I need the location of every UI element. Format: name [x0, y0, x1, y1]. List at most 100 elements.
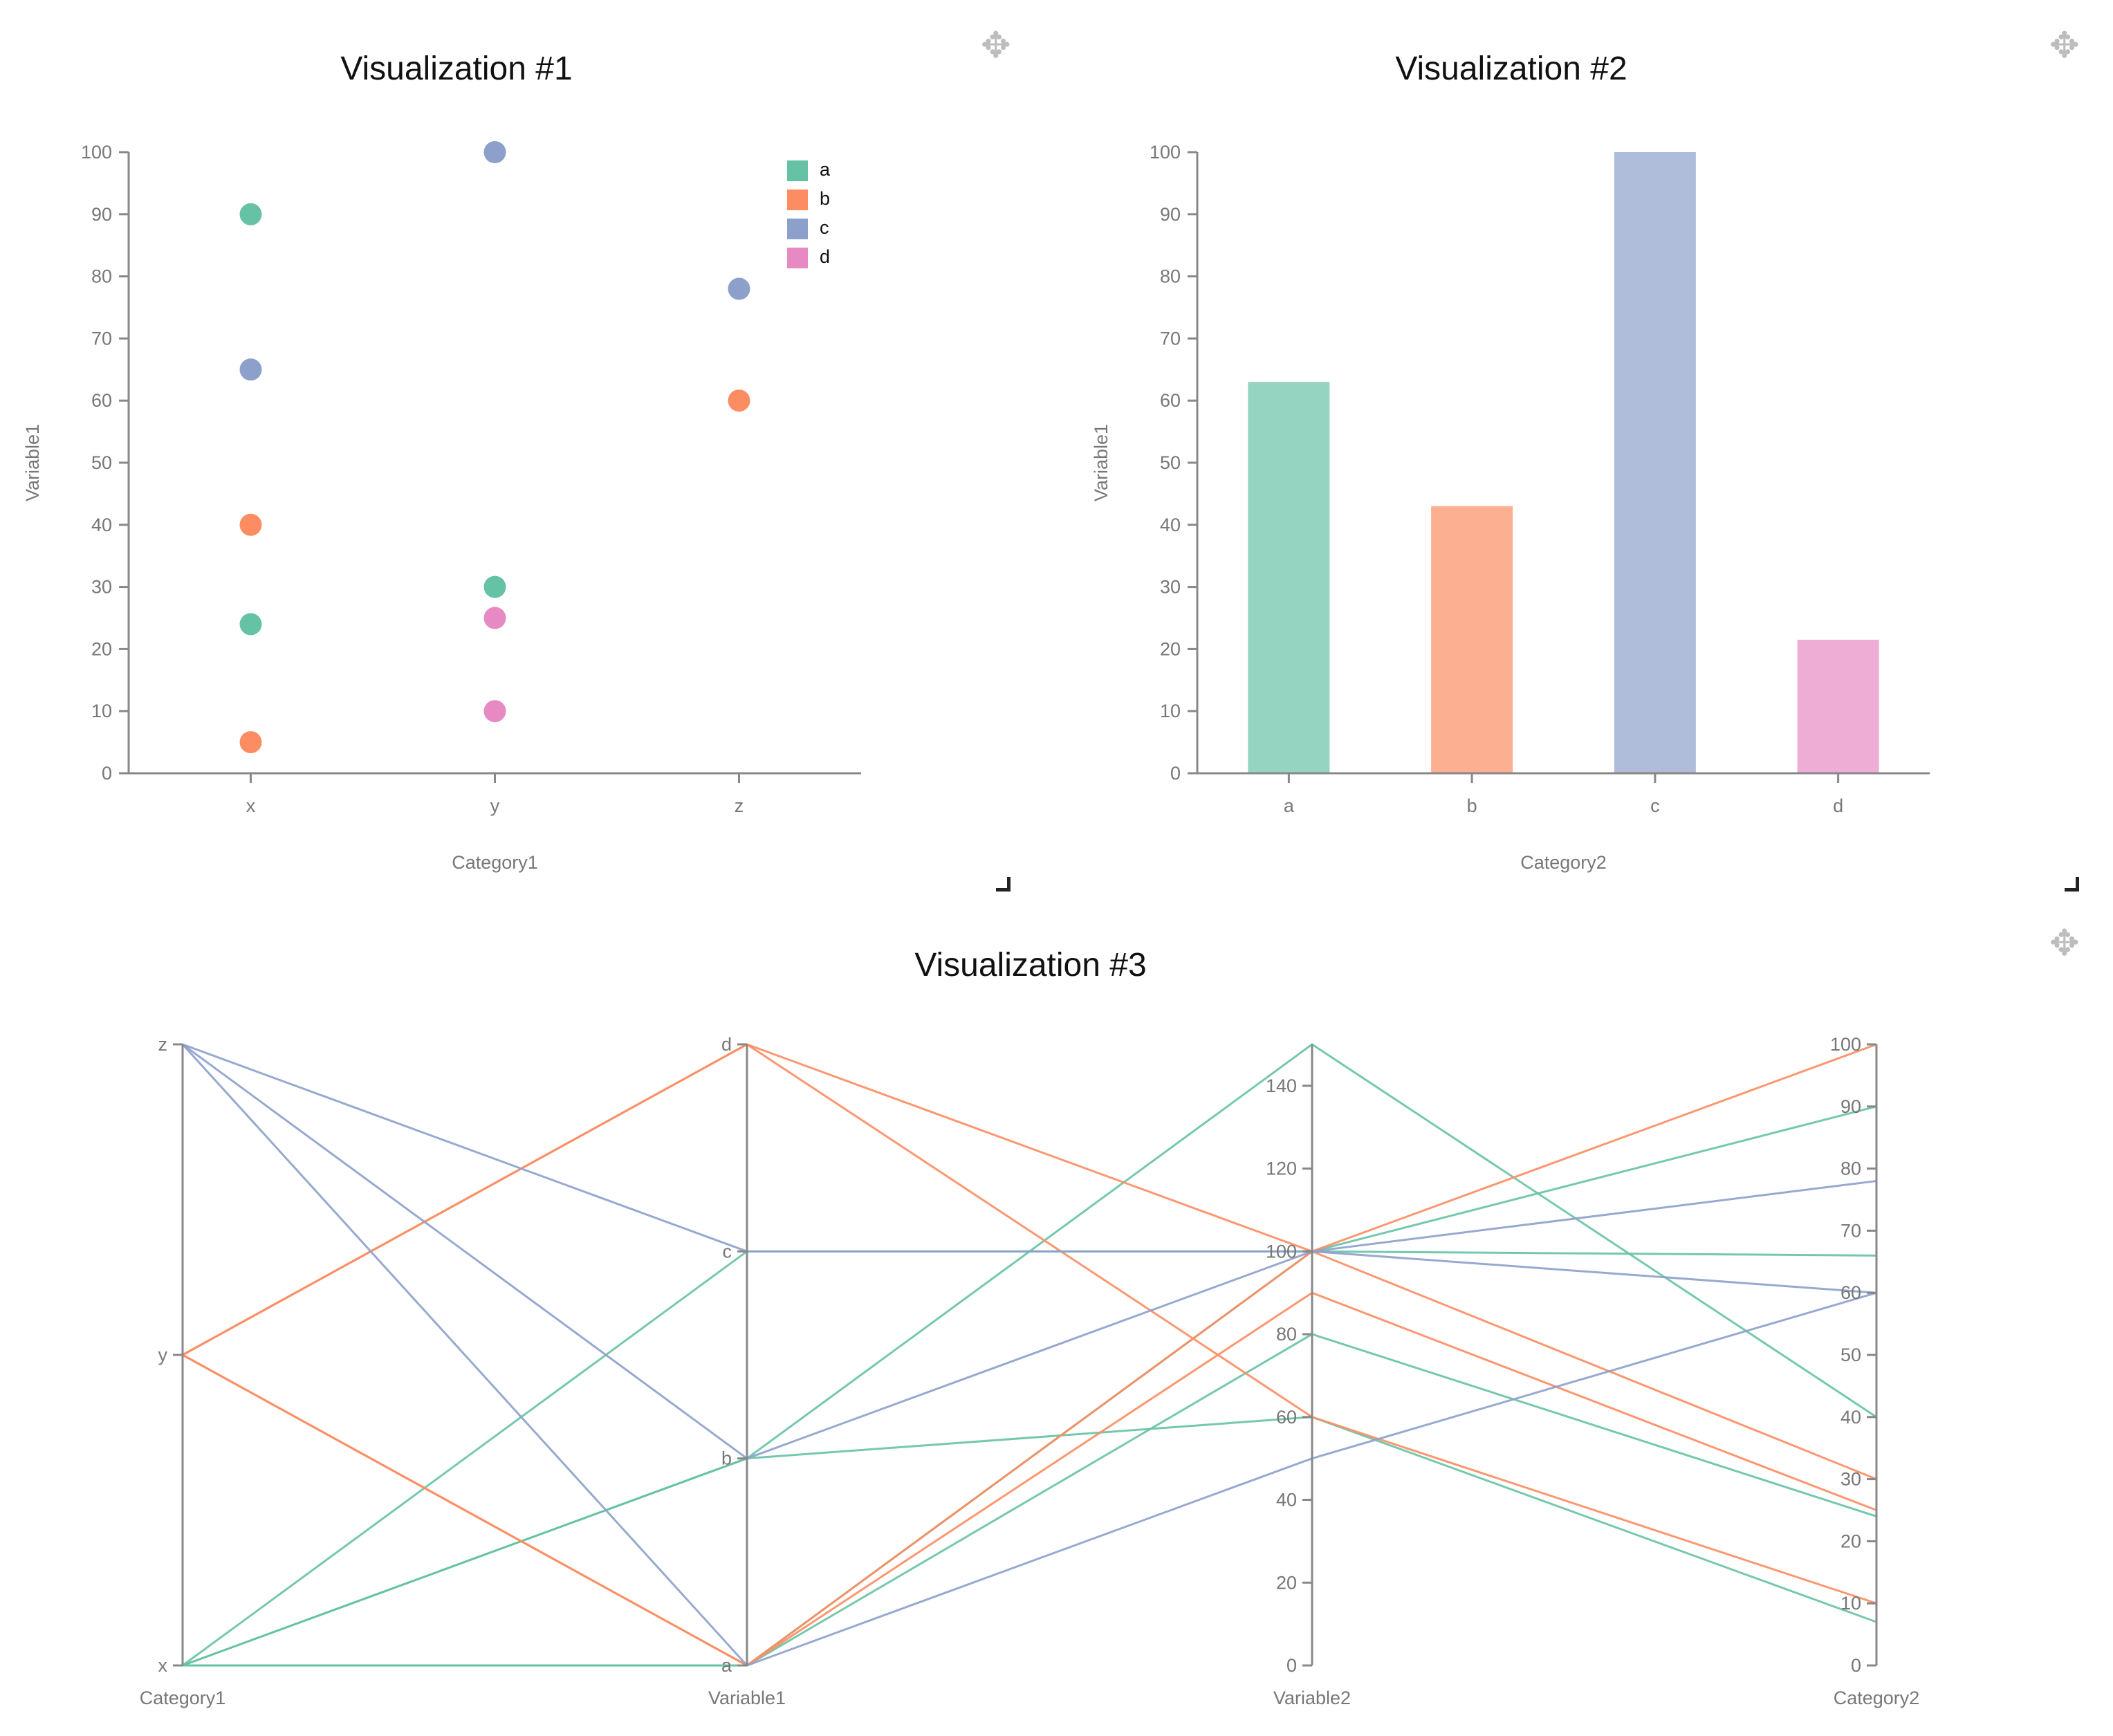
y-tick-label: 90	[91, 204, 112, 225]
y-tick-label: 70	[1160, 328, 1181, 349]
x-tick-label: x	[246, 795, 256, 816]
scatter-point	[483, 141, 506, 163]
series-line	[182, 1043, 1877, 1294]
legend-label: b	[820, 188, 830, 209]
axis-tick-label: 0	[1286, 1655, 1297, 1676]
axis-tick-label: d	[721, 1034, 732, 1055]
axis-tick-label: 0	[1851, 1655, 1861, 1676]
y-tick-label: 40	[91, 515, 112, 535]
legend-swatch	[787, 160, 808, 181]
series-line	[182, 1043, 1877, 1605]
bar-chart: 0 10 20 30 40 50 60 70 80 90 100 a b c d Category2 Varia…	[1091, 142, 1930, 873]
legend-label: d	[820, 246, 830, 267]
axis-label: Category1	[140, 1688, 226, 1708]
x-tick-label: d	[1833, 795, 1843, 816]
y-tick-label: 40	[1160, 515, 1181, 535]
y-tick-label: 30	[1160, 577, 1181, 598]
x-tick-label: b	[1467, 795, 1477, 816]
x-axis-label: Category1	[452, 852, 538, 873]
x-tick-label: y	[490, 795, 500, 816]
axis-label: Variable1	[708, 1688, 786, 1708]
axis-tick-label: 20	[1840, 1531, 1861, 1551]
axis-tick-label: z	[158, 1034, 168, 1055]
series-line	[181, 1043, 1877, 1667]
scatter-point	[239, 358, 262, 381]
axis-tick-label: y	[158, 1345, 168, 1365]
axis-tick-label: 80	[1840, 1158, 1861, 1179]
axis-tick-label: 40	[1276, 1490, 1297, 1511]
scatter-point	[483, 575, 506, 598]
scatter-point	[239, 731, 262, 754]
scatter-point	[239, 513, 262, 536]
axis-tick-label: 100	[1266, 1241, 1297, 1262]
resize-handle-icon[interactable]	[2065, 877, 2079, 892]
y-tick-label: 100	[81, 142, 112, 163]
y-tick-label: 0	[102, 763, 112, 784]
legend-label: a	[820, 159, 831, 180]
series-line	[182, 1043, 1877, 1460]
y-tick-label: 20	[91, 638, 112, 659]
axis-tick-label: 120	[1266, 1158, 1297, 1179]
axis-tick-label: b	[721, 1448, 732, 1469]
scatter-point	[483, 700, 506, 723]
series-line	[182, 1043, 1877, 1667]
x-tick-label: z	[735, 795, 744, 816]
series-line	[183, 1333, 1877, 1667]
axis-label: Variable2	[1273, 1688, 1351, 1708]
axis-tick-label: 80	[1276, 1324, 1297, 1345]
move-icon[interactable]: ✥	[981, 25, 1011, 66]
y-tick-label: 0	[1170, 763, 1181, 784]
x-tick-label: c	[1650, 795, 1660, 816]
y-tick-label: 30	[91, 577, 112, 598]
move-icon[interactable]: ✥	[2049, 923, 2080, 964]
bar	[1614, 152, 1696, 773]
scatter-point	[483, 607, 506, 629]
series-line	[182, 1416, 1877, 1667]
parallel-coordinates-chart: xyzCategory1abcdVariable1020406080100120…	[140, 1034, 1920, 1708]
y-tick-label: 50	[1160, 452, 1181, 473]
series-line	[182, 1043, 1877, 1480]
resize-handle-icon[interactable]	[996, 877, 1011, 892]
axis-tick-label: 70	[1840, 1220, 1861, 1241]
scatter-point	[728, 277, 750, 300]
axis-label: Category2	[1834, 1688, 1920, 1708]
visualization-1-panel: Visualization #1 ✥ 0 10 20 30 40 50 60 70 80 90 10…	[0, 0, 1051, 920]
y-tick-label: 70	[91, 328, 112, 349]
bar	[1431, 506, 1513, 773]
bar	[1797, 639, 1879, 773]
legend-swatch	[787, 219, 808, 239]
scatter-point	[239, 613, 262, 636]
chart-title: Visualization #2	[1395, 50, 1627, 87]
y-tick-label: 10	[1160, 701, 1181, 721]
axis-tick-label: 90	[1840, 1096, 1861, 1117]
y-axis-label: Variable1	[22, 424, 43, 501]
x-axis-label: Category2	[1520, 852, 1607, 873]
legend-label: c	[820, 217, 829, 238]
bar	[1248, 382, 1330, 773]
axis-tick-label: 30	[1840, 1469, 1861, 1490]
axis-tick-label: 20	[1276, 1572, 1297, 1593]
axis-tick-label: a	[721, 1655, 732, 1676]
axis-tick-label: 60	[1276, 1407, 1297, 1428]
scatter-point	[728, 389, 750, 412]
axis-tick-label: 140	[1266, 1075, 1297, 1096]
scatter-chart: 0 10 20 30 40 50 60 70 80 90 100 x y z Category1 Variab…	[22, 141, 861, 873]
y-tick-label: 20	[1160, 638, 1181, 659]
x-tick-label: a	[1284, 795, 1295, 816]
legend-swatch	[787, 190, 808, 210]
y-tick-label: 60	[1160, 390, 1181, 411]
axis-tick-label: 50	[1840, 1345, 1861, 1365]
chart-title: Visualization #3	[914, 947, 1147, 984]
axis-tick-label: 40	[1840, 1407, 1861, 1428]
axis-tick-label: c	[723, 1241, 732, 1262]
y-axis-label: Variable1	[1091, 424, 1111, 501]
series-line	[183, 1105, 1877, 1667]
y-tick-label: 80	[91, 266, 112, 287]
axis-tick-label: 10	[1840, 1593, 1861, 1614]
y-tick-label: 10	[91, 701, 112, 721]
y-tick-label: 50	[91, 452, 112, 473]
move-icon[interactable]: ✥	[2049, 25, 2080, 66]
legend-swatch	[787, 248, 808, 268]
axis-tick-label: 100	[1830, 1034, 1861, 1055]
chart-title: Visualization #1	[340, 50, 573, 87]
